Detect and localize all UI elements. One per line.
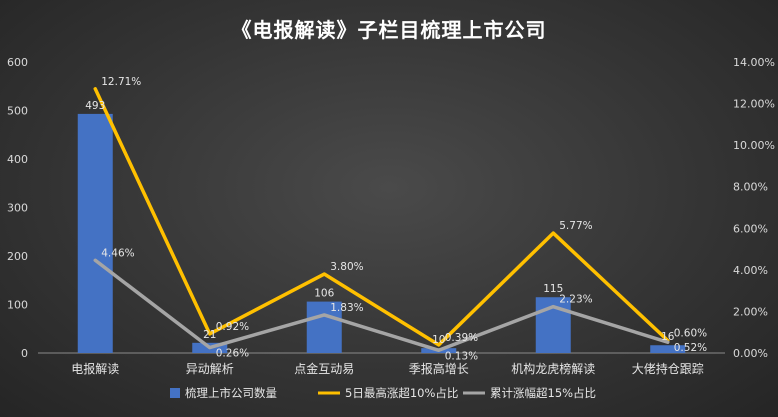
y-right-tick-label: 12.00% <box>733 98 775 111</box>
y-left-tick-label: 100 <box>7 299 28 312</box>
y-right-tick-label: 14.00% <box>733 56 775 69</box>
x-category-label: 季报高增长 <box>409 361 469 376</box>
y-left-tick-label: 500 <box>7 105 28 118</box>
x-category-label: 异动解析 <box>186 362 234 376</box>
bar <box>650 345 686 353</box>
y-left-tick-label: 400 <box>7 153 28 166</box>
bar-data-label: 106 <box>314 288 334 300</box>
legend-swatch <box>170 388 180 398</box>
y-right-tick-label: 8.00% <box>733 181 768 194</box>
line-data-label: 0.39% <box>445 332 478 344</box>
y-left-tick-label: 600 <box>7 56 28 69</box>
line-data-label: 1.83% <box>330 302 363 314</box>
line-data-label: 0.26% <box>216 348 249 360</box>
legend-label: 梳理上市公司数量 <box>185 386 277 400</box>
y-left-tick-label: 300 <box>7 202 28 215</box>
chart-title: 《电报解读》子栏目梳理上市公司 <box>231 18 547 42</box>
y-left-tick-label: 0 <box>21 347 28 360</box>
bar-data-label: 16 <box>661 331 675 343</box>
line-series-cumulative <box>93 258 670 353</box>
x-category-label: 大佬持仓跟踪 <box>632 361 704 376</box>
line-data-label: 12.71% <box>101 76 141 88</box>
line-series-5day-high <box>93 87 670 347</box>
x-category-label: 点金互动易 <box>294 361 354 376</box>
y-right-tick-label: 10.00% <box>733 139 775 152</box>
bar-data-label: 115 <box>543 283 563 295</box>
legend-label: 累计涨幅超15%占比 <box>490 386 596 400</box>
x-category-label: 电报解读 <box>71 361 119 376</box>
bar <box>306 301 342 353</box>
line-data-label: 3.80% <box>330 261 363 273</box>
x-category-label: 机构龙虎榜解读 <box>511 361 595 376</box>
line-data-label: 0.92% <box>216 321 249 333</box>
y-right-tick-label: 2.00% <box>733 305 768 318</box>
bar-data-label: 10 <box>432 334 445 346</box>
legend-label: 5日最高涨超10%占比 <box>345 386 458 400</box>
bar-data-label: 493 <box>85 100 105 112</box>
line-data-label: 2.23% <box>559 294 592 306</box>
line-data-label: 0.13% <box>445 350 478 362</box>
y-right-tick-label: 6.00% <box>733 222 768 235</box>
line-data-label: 0.60% <box>674 328 707 340</box>
line-data-label: 5.77% <box>559 220 592 232</box>
y-right-tick-label: 0.00% <box>733 347 768 360</box>
bar-data-label: 21 <box>203 329 216 341</box>
line-data-label: 4.46% <box>101 247 134 259</box>
y-right-tick-label: 4.00% <box>733 264 768 277</box>
bar <box>77 113 113 354</box>
y-left-tick-label: 200 <box>7 250 28 263</box>
line-data-label: 0.52% <box>674 342 707 354</box>
